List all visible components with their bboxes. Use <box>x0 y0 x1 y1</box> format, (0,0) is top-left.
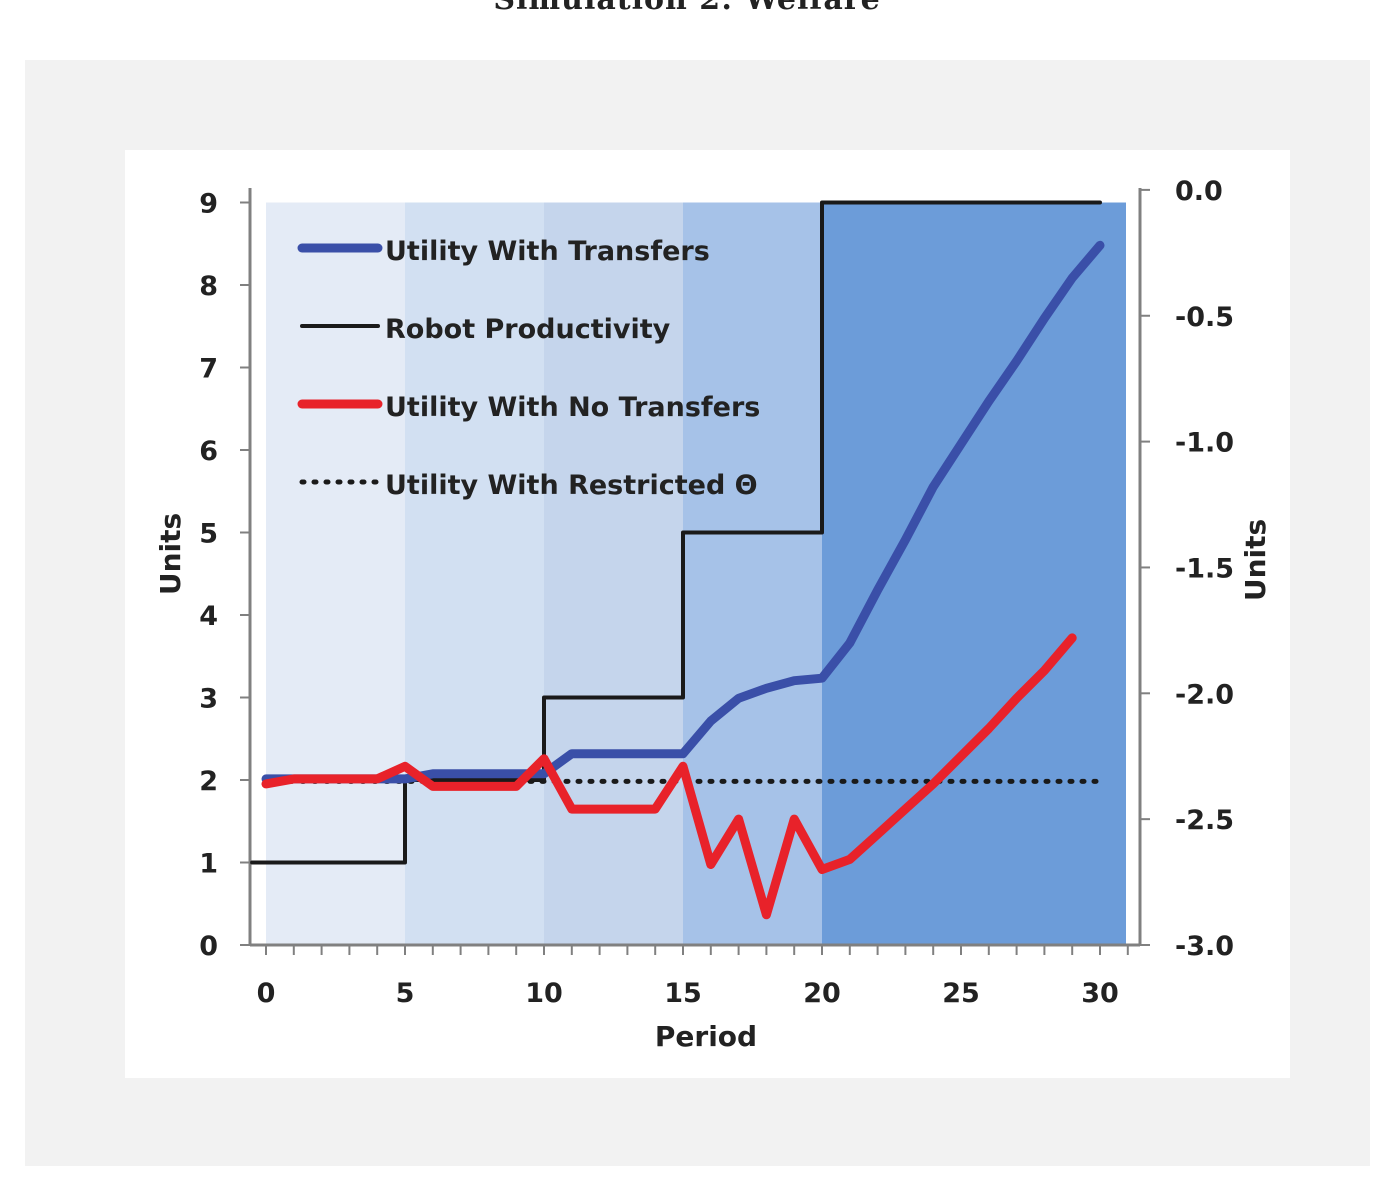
legend-label: Utility With No Transfers <box>385 392 760 423</box>
x-tick-label: 30 <box>1081 978 1119 1009</box>
series-line-robot-productivity <box>250 200 1102 865</box>
y-left-tick-label: 9 <box>199 189 218 220</box>
background-band <box>405 202 544 945</box>
background-band <box>544 202 683 945</box>
legend-label: Robot Productivity <box>385 314 671 345</box>
y-right-tick-label: 0.0 <box>1175 176 1223 207</box>
y-right-tick-label: -2.0 <box>1175 679 1234 710</box>
y-right-tick-label: -2.5 <box>1175 805 1234 836</box>
series-line-utility-with-no-transfers <box>261 633 1077 920</box>
y-left-tick-label: 5 <box>199 519 218 550</box>
x-tick-label: 5 <box>396 978 415 1009</box>
x-tick-label: 15 <box>664 978 702 1009</box>
x-tick-label: 0 <box>257 978 276 1009</box>
legend-label: Utility With Restricted Θ <box>385 470 758 501</box>
y-right-tick-label: -3.0 <box>1175 931 1234 962</box>
series-line-utility-with-transfers <box>261 240 1105 784</box>
x-tick-label: 20 <box>803 978 841 1009</box>
x-tick-label: 25 <box>942 978 980 1009</box>
y-left-tick-label: 1 <box>199 849 218 880</box>
y-left-tick-label: 4 <box>199 601 218 632</box>
y-left-axis-title: Units <box>154 513 187 595</box>
x-tick-label: 10 <box>525 978 563 1009</box>
y-left-tick-label: 8 <box>199 271 218 302</box>
y-right-tick-label: -1.5 <box>1175 553 1234 584</box>
x-axis-title: Period <box>655 1020 757 1053</box>
y-left-tick-label: 0 <box>199 931 218 962</box>
background-band <box>822 202 1126 945</box>
y-left-tick-label: 6 <box>199 436 218 467</box>
y-right-axis-title: Units <box>1239 519 1272 601</box>
y-left-tick-label: 2 <box>199 766 218 797</box>
legend-label: Utility With Transfers <box>385 236 710 267</box>
y-right-tick-label: -1.0 <box>1175 428 1234 459</box>
page-title: Simulation 2: Welfare <box>0 0 1374 20</box>
y-left-tick-label: 3 <box>199 684 218 715</box>
y-left-tick-label: 7 <box>199 354 218 385</box>
y-right-tick-label: -0.5 <box>1175 302 1234 333</box>
